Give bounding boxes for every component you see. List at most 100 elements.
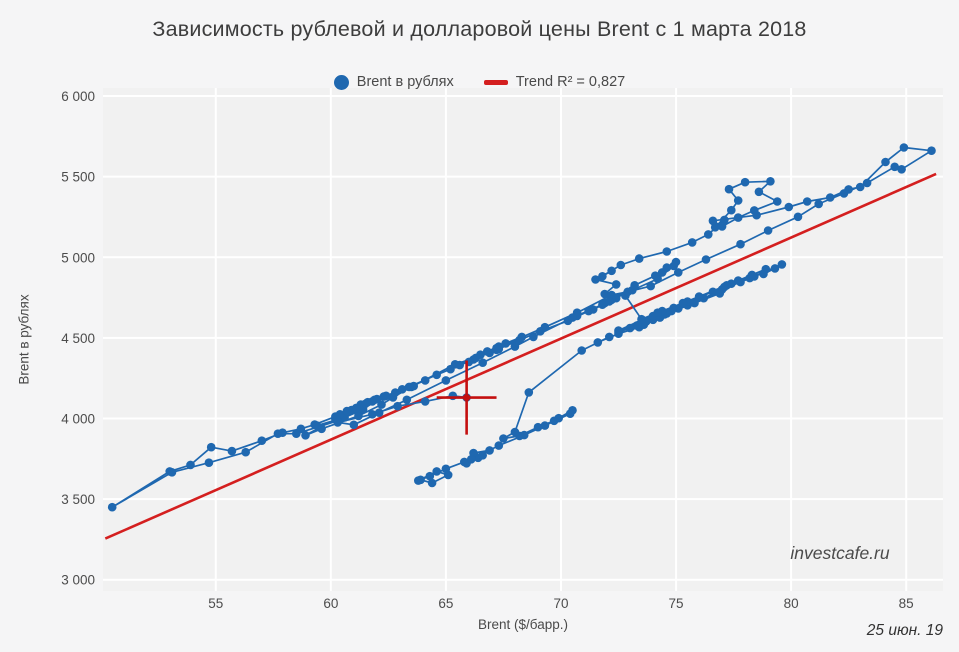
data-point xyxy=(510,427,520,437)
data-point xyxy=(483,347,492,356)
data-point xyxy=(662,263,672,272)
data-point xyxy=(793,212,803,222)
data-point xyxy=(432,370,442,380)
y-tick-label: 4 000 xyxy=(61,411,95,426)
data-point xyxy=(455,360,465,370)
data-point xyxy=(632,321,642,330)
data-point xyxy=(605,332,614,342)
data-point xyxy=(278,428,287,438)
data-point xyxy=(763,226,773,235)
date-label: 25 июн. 19 xyxy=(866,622,943,639)
data-point xyxy=(577,346,586,355)
data-point xyxy=(593,338,603,347)
data-point xyxy=(678,298,688,308)
data-point xyxy=(540,421,550,430)
data-point xyxy=(708,287,718,297)
data-point xyxy=(611,280,621,289)
data-point xyxy=(368,410,377,419)
y-tick-label: 4 500 xyxy=(61,331,95,346)
data-point xyxy=(333,418,343,427)
y-tick-label: 6 000 xyxy=(61,89,95,104)
data-point xyxy=(733,276,743,285)
data-point xyxy=(605,297,614,306)
data-point xyxy=(614,326,623,335)
data-point xyxy=(825,193,835,202)
data-point xyxy=(349,420,359,430)
data-point xyxy=(897,165,906,174)
data-point xyxy=(404,382,414,392)
data-point xyxy=(165,467,174,476)
data-point xyxy=(766,177,775,186)
data-point xyxy=(607,266,616,276)
data-point xyxy=(784,202,794,212)
data-point xyxy=(881,157,890,167)
data-point xyxy=(630,281,639,290)
data-point xyxy=(393,401,402,411)
data-point xyxy=(397,385,407,394)
legend-series-label: Brent в рублях xyxy=(356,74,454,90)
data-point xyxy=(257,436,267,446)
data-point xyxy=(533,422,543,432)
y-tick-label: 3 000 xyxy=(61,573,95,588)
data-point xyxy=(588,305,598,314)
y-axis-title: Brent в рублях xyxy=(16,294,32,385)
data-point xyxy=(690,298,699,308)
x-axis-title: Brent ($/барр.) xyxy=(478,617,568,632)
data-point xyxy=(478,451,488,460)
data-point xyxy=(773,197,782,206)
data-point xyxy=(724,184,734,194)
data-point xyxy=(420,376,430,385)
data-point xyxy=(651,271,660,281)
x-tick-label: 65 xyxy=(438,596,453,611)
data-point xyxy=(733,213,743,222)
data-point xyxy=(568,406,577,415)
data-point xyxy=(549,416,559,426)
data-point xyxy=(733,196,743,205)
x-tick-label: 55 xyxy=(208,596,223,611)
data-point xyxy=(747,270,757,280)
data-point xyxy=(241,447,250,457)
data-point xyxy=(204,458,214,468)
data-point xyxy=(466,455,476,464)
data-point xyxy=(646,281,655,291)
data-point xyxy=(839,189,849,198)
data-point xyxy=(432,467,442,476)
data-point xyxy=(478,358,488,368)
data-point xyxy=(427,478,437,488)
y-tick-label: 3 500 xyxy=(61,492,95,507)
data-point xyxy=(381,391,391,401)
x-tick-label: 80 xyxy=(784,596,799,611)
data-point xyxy=(890,162,899,172)
data-point xyxy=(927,146,936,155)
data-point xyxy=(704,230,713,239)
data-point xyxy=(669,303,678,313)
legend-item-trend[interactable]: Trend R² = 0,827 xyxy=(483,74,625,90)
data-point xyxy=(485,446,494,455)
data-point xyxy=(777,260,787,269)
data-point xyxy=(694,292,704,301)
data-point xyxy=(736,239,745,249)
data-point xyxy=(335,410,345,419)
data-point xyxy=(515,335,524,345)
data-point xyxy=(625,323,635,333)
data-point xyxy=(899,143,909,152)
x-tick-label: 60 xyxy=(323,596,338,611)
legend-item-series[interactable]: Brent в рублях xyxy=(333,74,454,90)
y-tick-label: 5 500 xyxy=(61,170,95,185)
data-point xyxy=(855,182,865,192)
data-point xyxy=(501,339,511,348)
data-point xyxy=(107,502,117,512)
data-point xyxy=(529,332,538,342)
data-point xyxy=(301,431,310,440)
data-point xyxy=(727,205,736,215)
data-point xyxy=(536,327,545,336)
trend-line xyxy=(104,172,937,540)
watermark: investcafe.ru xyxy=(790,543,890,563)
data-point xyxy=(524,388,534,397)
data-point xyxy=(368,397,377,406)
data-point xyxy=(598,272,607,281)
data-point xyxy=(351,403,361,413)
data-point xyxy=(296,424,306,434)
